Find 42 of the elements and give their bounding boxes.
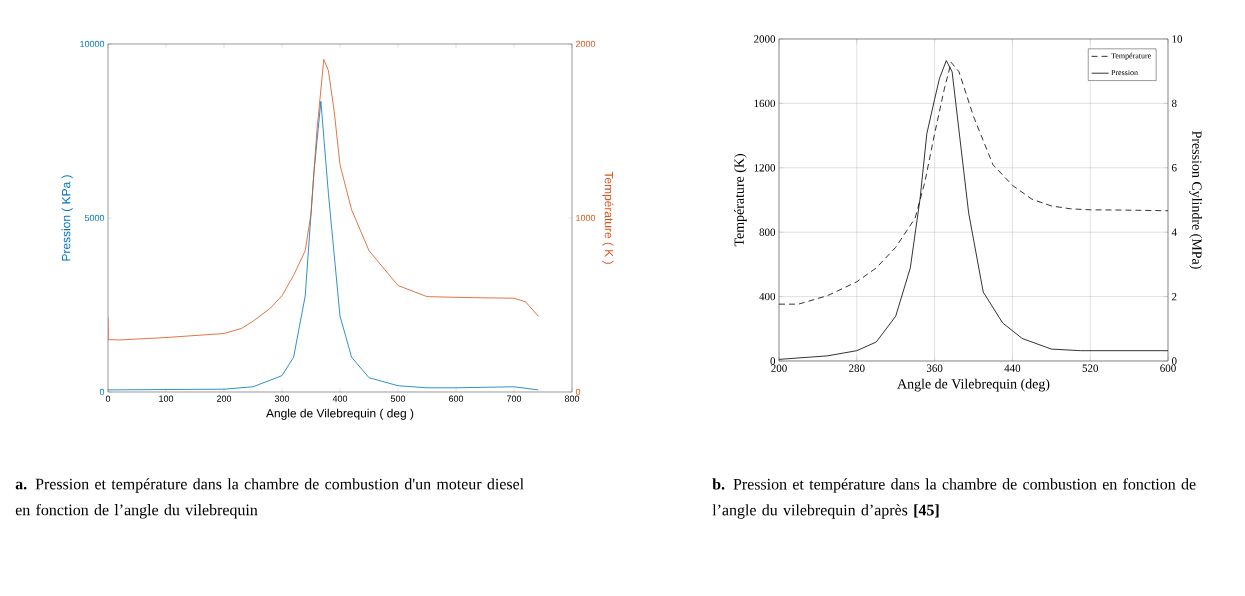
y2-tick-label: 2 <box>1172 292 1177 301</box>
x-tick-label: 400 <box>332 395 348 402</box>
x-tick-label: 500 <box>390 395 406 402</box>
x-tick-label: 600 <box>448 395 464 402</box>
line-series <box>108 59 539 341</box>
y-tick-label: 400 <box>759 292 776 301</box>
y2-tick-label: 0 <box>1171 357 1177 365</box>
y2-tick-label: 6 <box>1172 164 1177 172</box>
y2-tick-label: 10 <box>1172 35 1183 43</box>
x-tick-label: 440 <box>1004 364 1021 372</box>
y2-tick-label: 4 <box>1171 228 1177 236</box>
x-tick-label: 100 <box>159 395 174 402</box>
y-tick-label: 1200 <box>754 164 776 172</box>
x-tick-label: 200 <box>771 364 787 372</box>
x-tick-label: 700 <box>506 395 522 402</box>
x-tick-label: 800 <box>564 395 580 402</box>
y2-axis-title: Pression Cylindre (MPa) <box>1189 131 1203 269</box>
x-tick-label: 200 <box>216 395 232 402</box>
y-tick-label: 0 <box>770 357 776 365</box>
y2-axis-title: Température ( K ) <box>602 171 614 264</box>
y-tick-label: 5000 <box>84 214 105 222</box>
y-axis-title: Pression ( KPa ) <box>61 175 73 261</box>
text: a. Pression et température dans la chambre de combustion d'un moteur diesel en fonction de l’angle du vilebrequin <box>15 478 524 519</box>
y-tick-label: 10000 <box>80 40 105 48</box>
x-tick-label: 280 <box>849 364 865 372</box>
x-axis-title: Angle de Vilebrequin ( deg ) <box>266 408 414 420</box>
x-tick-label: 360 <box>926 364 943 372</box>
x-tick-label: 600 <box>1160 364 1176 372</box>
y-tick-label: 1600 <box>754 99 776 108</box>
x-tick-label: 0 <box>105 395 111 402</box>
x-tick-label: 520 <box>1082 364 1099 372</box>
y-tick-label: 800 <box>759 228 776 236</box>
y-tick-label: 2000 <box>754 35 776 43</box>
x-tick-label: 300 <box>274 395 290 402</box>
y-tick-label: 0 <box>99 388 105 396</box>
text: b. Pression et température dans la chambre de combustion en fonction de l’angle du vilebrequin d’après [45] <box>712 478 1196 519</box>
y2-tick-label: 8 <box>1171 99 1177 108</box>
y2-tick-label: 1000 <box>576 214 596 222</box>
x-axis-title: Angle de Vilebrequin (deg) <box>897 378 1050 392</box>
y2-tick-label: 0 <box>575 388 581 396</box>
y-axis-title: Température (K) <box>734 154 747 247</box>
y2-tick-label: 2000 <box>575 40 596 48</box>
